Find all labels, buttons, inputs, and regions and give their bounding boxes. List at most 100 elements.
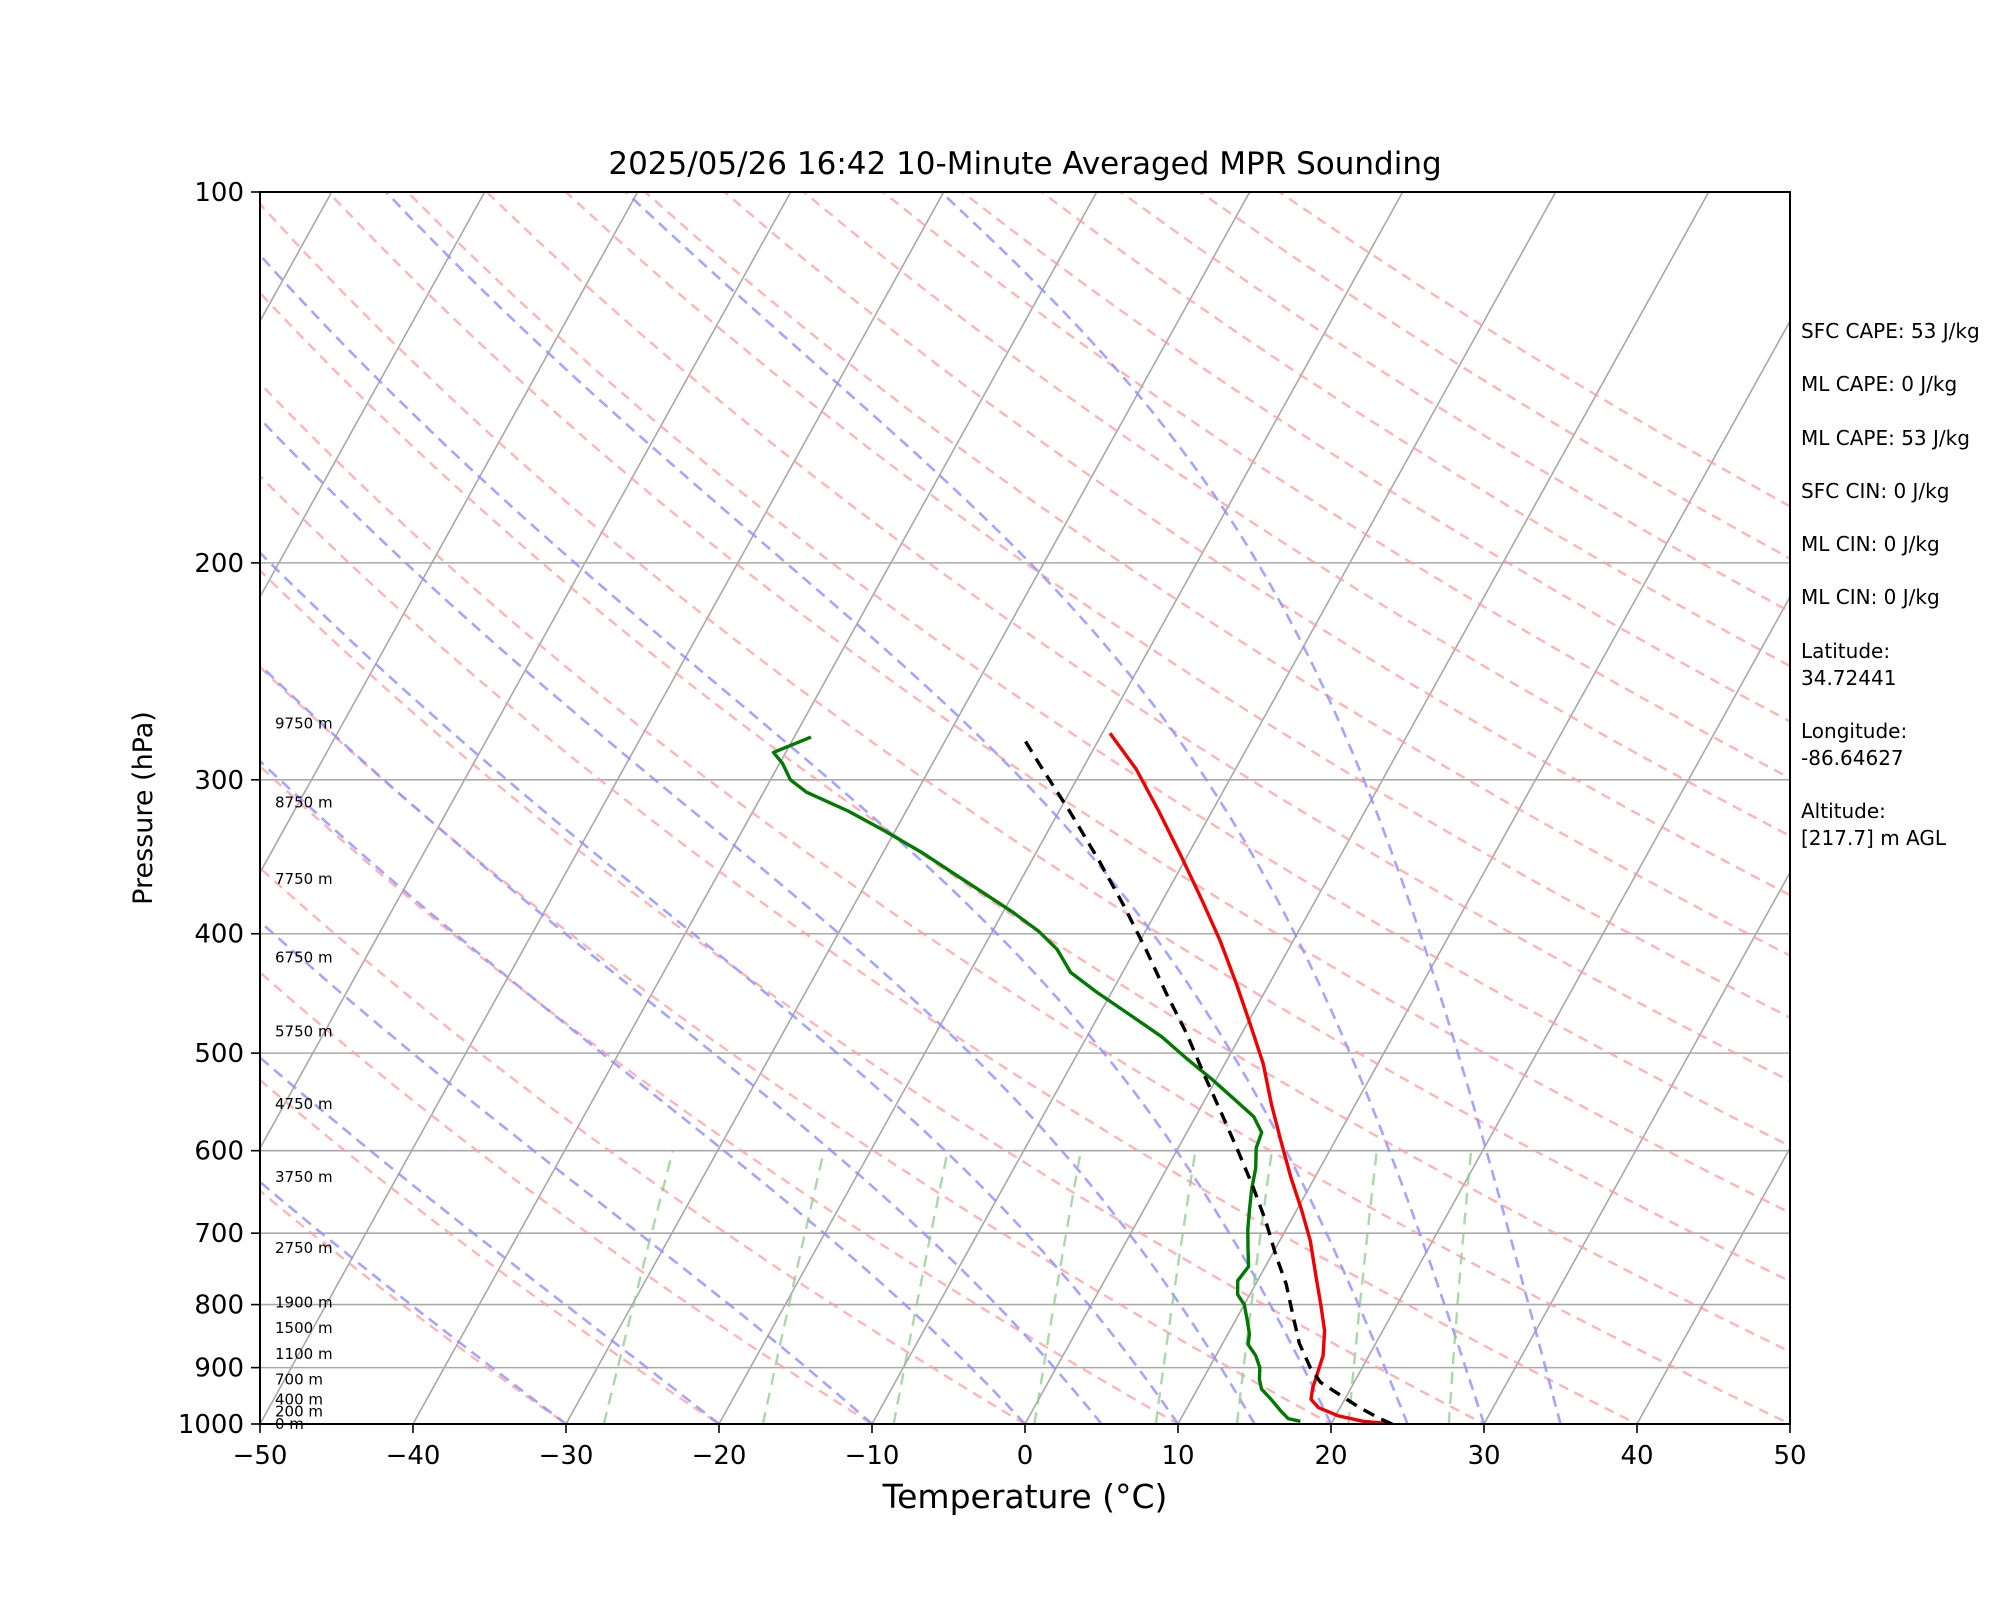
x-tick-label: −30 [539, 1441, 594, 1471]
isotherm-line [1177, 319, 1790, 1424]
isotherm-lines [0, 136, 1790, 1451]
dry-adiabat-line [565, 192, 1790, 1019]
height-label: 7750 m [275, 870, 333, 888]
parameter-text: ML CAPE: 0 J/kg [1801, 372, 1957, 396]
parameter-text: ML CAPE: 53 J/kg [1801, 426, 1970, 450]
isotherm-line [1330, 595, 1790, 1424]
height-label: 0 m [275, 1415, 304, 1433]
x-tick-label: 50 [1773, 1441, 1806, 1471]
mixing-ratio-line [1235, 1150, 1274, 1424]
isotherm-line [1483, 870, 1790, 1424]
mixing-ratio-line [1347, 1150, 1378, 1424]
isotherm-line [718, 192, 1404, 1424]
mixing-ratio-line [1033, 1150, 1083, 1424]
isotherm-line [412, 192, 1098, 1424]
mixing-ratio-lines [602, 1150, 1473, 1424]
height-label: 3750 m [275, 1168, 333, 1186]
dry-adiabat-line [260, 291, 1790, 1353]
dry-adiabat-line [485, 192, 1790, 1083]
y-tick-label: 700 [194, 1219, 244, 1249]
isotherm-line [871, 192, 1557, 1424]
moist-adiabat-line [260, 550, 1180, 1424]
parameter-text: ML CIN: 0 J/kg [1801, 532, 1940, 556]
y-tick-label: 600 [194, 1137, 244, 1167]
height-label: 9750 m [275, 714, 333, 732]
height-label: 8750 m [275, 794, 333, 812]
height-label: 4750 m [275, 1095, 333, 1113]
dry-adiabat-line [260, 381, 1790, 1424]
x-tick-label: −10 [845, 1441, 900, 1471]
y-tick-label: 500 [194, 1039, 244, 1069]
isotherm-line [565, 192, 1251, 1424]
chart-title: 2025/05/26 16:42 10-Minute Averaged MPR … [608, 146, 1441, 182]
dry-adiabat-lines [260, 192, 1790, 1424]
parameter-text: [217.7] m AGL [1801, 826, 1947, 850]
sounding-parameters: SFC CAPE: 53 J/kg ML CAPE: 0 J/kg ML CAPE:… [1801, 319, 1980, 850]
isotherm-line [260, 192, 486, 599]
height-label: 400 m [275, 1390, 323, 1408]
y-tick-label: 400 [194, 920, 244, 950]
y-tick-label: 200 [194, 549, 244, 579]
moist-adiabat-line [260, 416, 1256, 1424]
height-label: 1100 m [275, 1345, 333, 1363]
mixing-ratio-line [761, 1150, 826, 1424]
moist-adiabat-line [260, 1055, 720, 1424]
x-axis-ticks: −50 −40 −30 −20 −10 0 10 20 30 40 50 [233, 1424, 1807, 1471]
x-tick-label: 40 [1620, 1441, 1653, 1471]
height-label: 1900 m [275, 1294, 333, 1312]
moist-adiabat-line [260, 919, 873, 1424]
moist-adiabat-line [260, 663, 1103, 1424]
sounding-traces [771, 732, 1393, 1424]
isotherm-line [1636, 1146, 1790, 1424]
isotherm-line [0, 136, 57, 1451]
dry-adiabat-line [260, 568, 1487, 1424]
isotherm-line [260, 192, 792, 1150]
height-label: 5750 m [275, 1022, 333, 1040]
y-axis-ticks: 100 200 300 400 500 600 700 800 900 1000 [178, 178, 260, 1440]
x-tick-label: 10 [1161, 1441, 1194, 1471]
x-tick-label: 0 [1017, 1441, 1034, 1471]
y-tick-label: 1000 [178, 1410, 244, 1440]
dry-adiabat-line [802, 192, 1790, 838]
parameter-text: SFC CIN: 0 J/kg [1801, 479, 1949, 503]
dry-adiabat-line [882, 192, 1790, 780]
parameter-text: 34.72441 [1801, 666, 1896, 690]
mixing-ratio-line [892, 1150, 950, 1424]
dry-adiabat-line [260, 474, 1640, 1424]
dry-adiabat-line [644, 192, 1790, 957]
dry-adiabat-line [260, 866, 1028, 1424]
sounding-trace-1 [771, 735, 1301, 1423]
moist-adiabat-line [385, 192, 1409, 1424]
moist-adiabat-line [940, 192, 1562, 1424]
parameter-text: Longitude: [1801, 719, 1907, 743]
parameter-text: SFC CAPE: 53 J/kg [1801, 319, 1980, 343]
y-tick-label: 800 [194, 1291, 244, 1321]
y-tick-label: 100 [194, 178, 244, 208]
height-label: 2750 m [275, 1239, 333, 1257]
height-label: 1500 m [275, 1319, 333, 1337]
dry-adiabat-line [260, 764, 1181, 1424]
parameter-text: -86.64627 [1801, 746, 1904, 770]
x-tick-label: 30 [1467, 1441, 1500, 1471]
x-axis-label: Temperature (°C) [882, 1477, 1168, 1516]
dry-adiabat-line [260, 202, 1790, 1283]
sounding-trace-0 [1108, 732, 1393, 1424]
parameter-text: Latitude: [1801, 639, 1890, 663]
dry-adiabat-line [260, 665, 1334, 1424]
y-axis-label: Pressure (hPa) [128, 711, 159, 905]
x-tick-label: −40 [386, 1441, 441, 1471]
dry-adiabat-line [260, 970, 875, 1424]
isotherm-line [1024, 192, 1710, 1424]
y-tick-label: 300 [194, 766, 244, 796]
isotherm-line [260, 192, 945, 1424]
plot-frame [259, 191, 1791, 1425]
dry-adiabat-line [260, 1189, 569, 1424]
dry-adiabat-line [406, 192, 1790, 1148]
parameter-text: ML CIN: 0 J/kg [1801, 585, 1940, 609]
x-tick-label: −50 [233, 1441, 288, 1471]
height-label: 700 m [275, 1370, 323, 1388]
height-label: 6750 m [275, 948, 333, 966]
x-tick-label: 20 [1314, 1441, 1347, 1471]
